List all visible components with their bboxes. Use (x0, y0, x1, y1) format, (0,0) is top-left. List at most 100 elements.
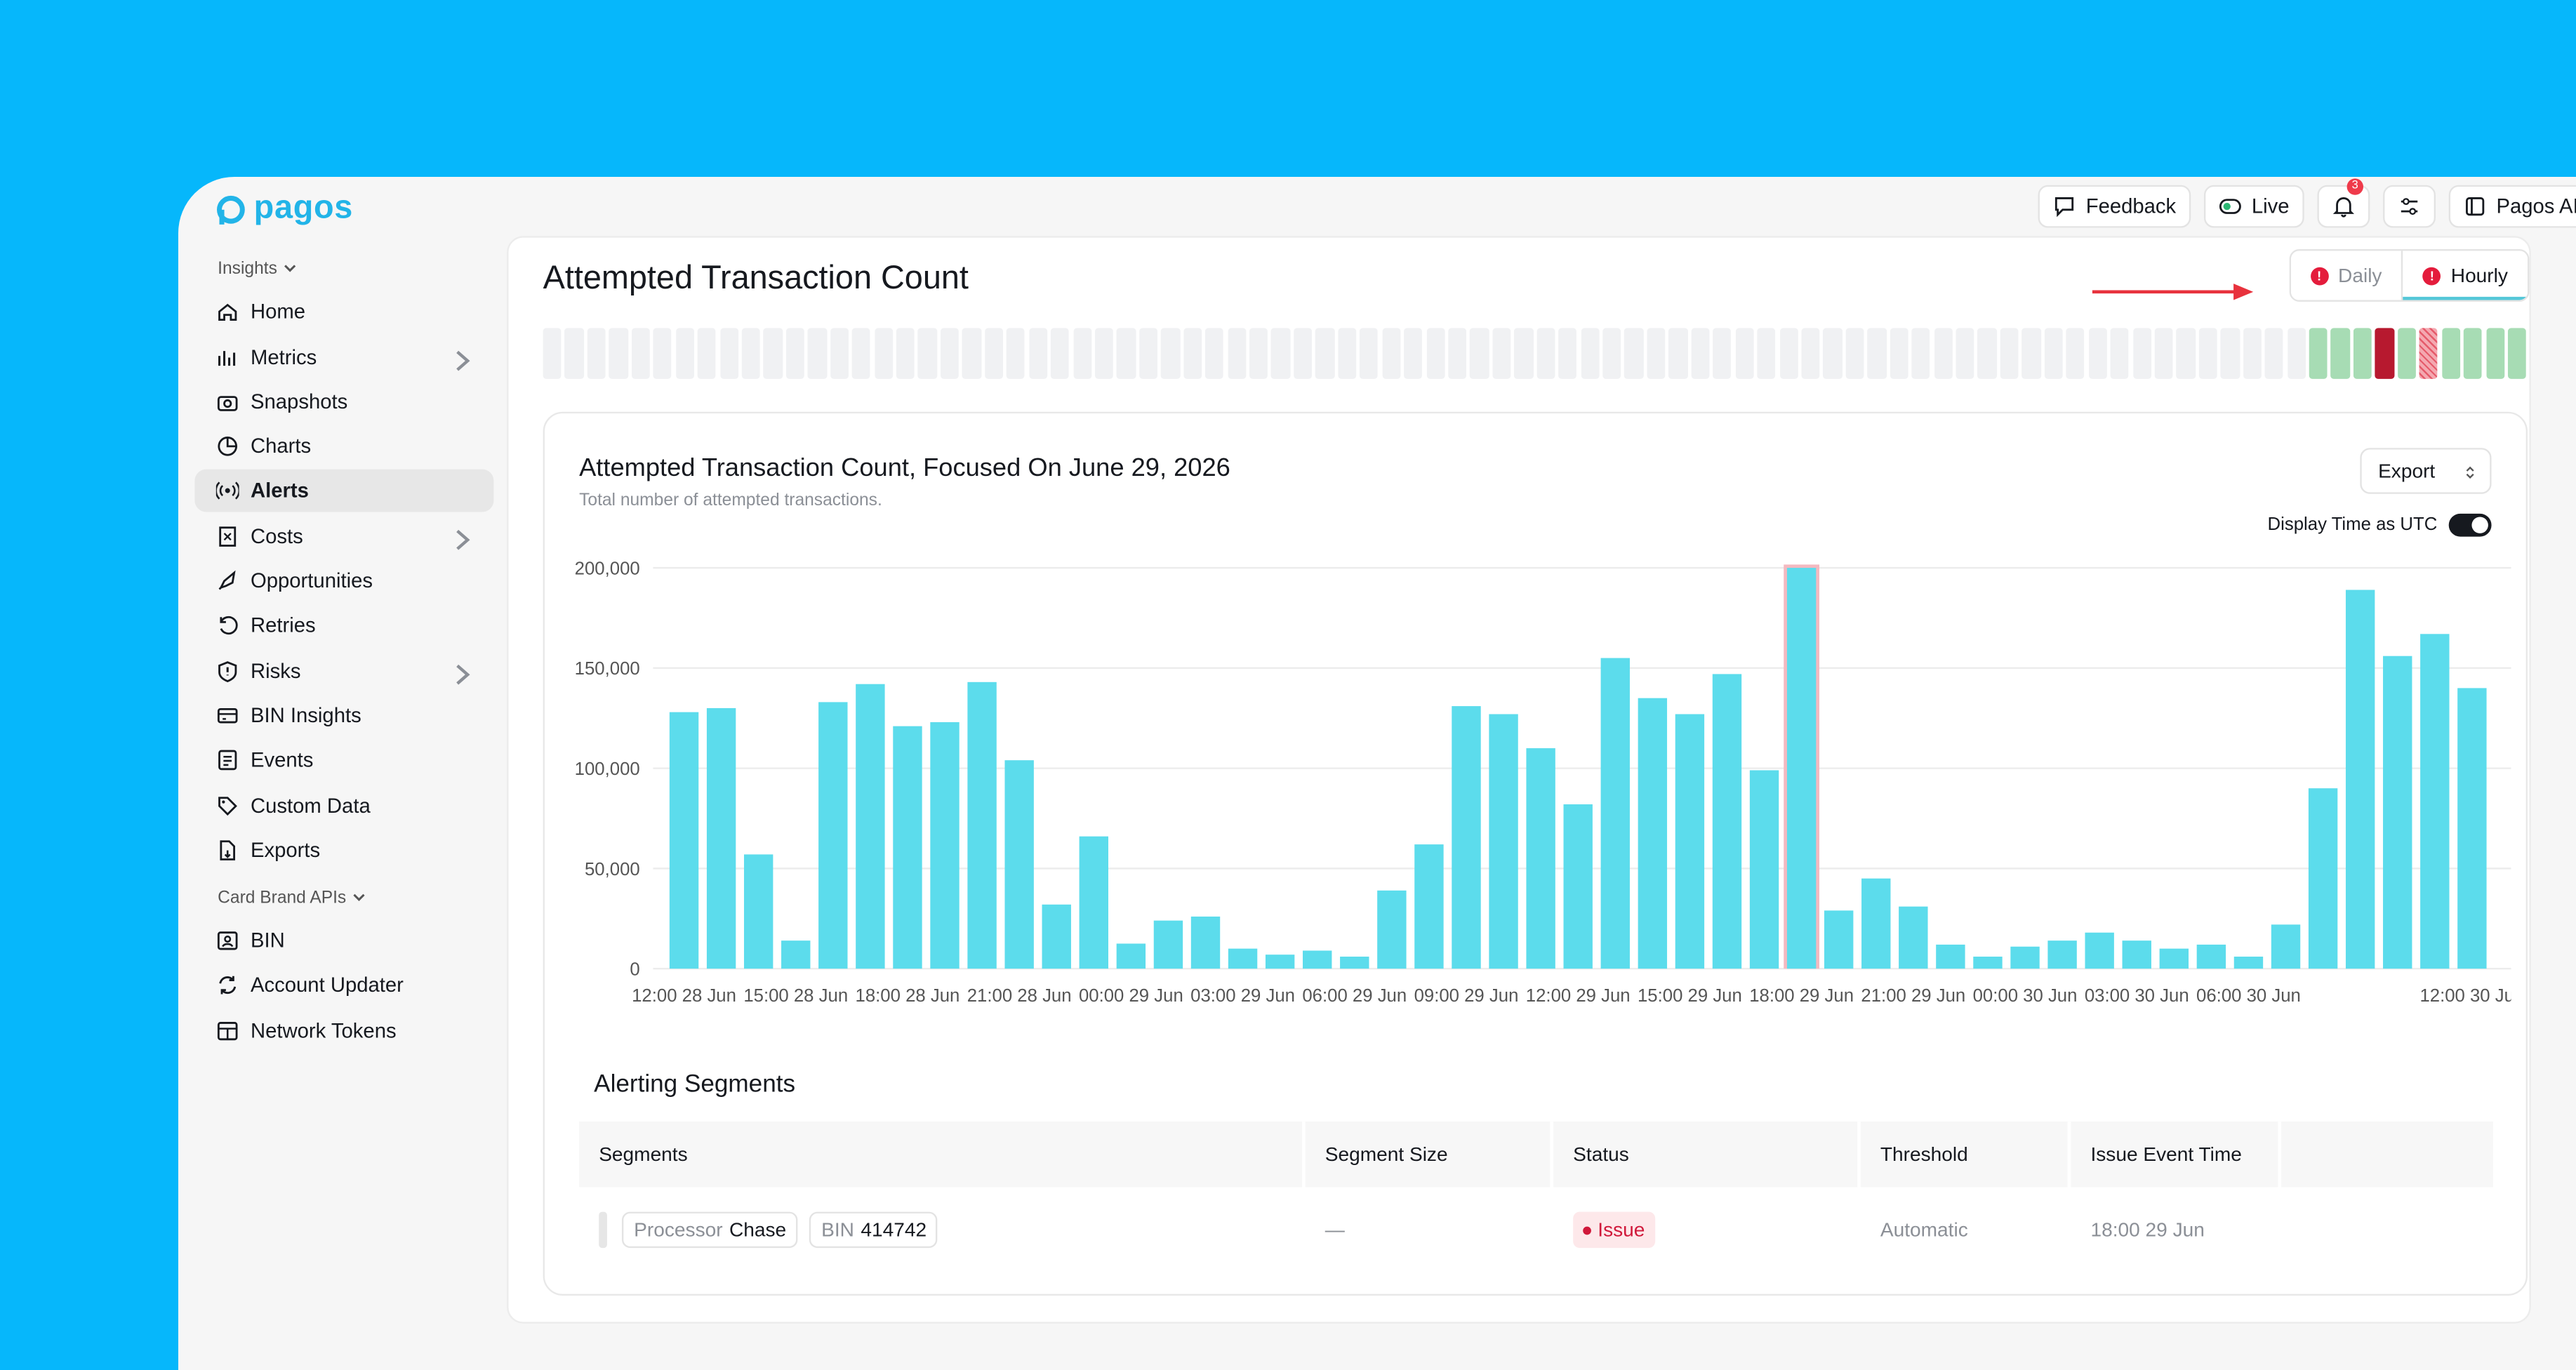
sidebar-item-risks[interactable]: Risks (194, 649, 493, 692)
timeline-cell[interactable] (1977, 328, 1997, 379)
chart-bar[interactable] (1116, 943, 1146, 969)
chart-bar[interactable] (2457, 688, 2487, 969)
timeline-cell[interactable] (2066, 328, 2085, 379)
chart-bar[interactable] (1563, 804, 1593, 969)
sidebar-item-snapshots[interactable]: Snapshots (194, 380, 493, 423)
timeline-cell[interactable] (1691, 328, 1710, 379)
timeline-cell[interactable] (2154, 328, 2173, 379)
timeline-cell[interactable] (1470, 328, 1489, 379)
chart-bar[interactable] (2308, 788, 2338, 969)
timeline-cell[interactable] (1668, 328, 1687, 379)
timeline-cell[interactable] (2000, 328, 2019, 379)
timeline-cell[interactable] (1271, 328, 1290, 379)
timeline-cell[interactable] (1205, 328, 1224, 379)
timeline-cell[interactable] (1735, 328, 1754, 379)
timeline-cell[interactable] (697, 328, 717, 379)
chart-bar[interactable] (1228, 948, 1258, 969)
timeline-cell[interactable] (785, 328, 804, 379)
chart-bar[interactable] (818, 702, 848, 969)
timeline-cell[interactable] (543, 328, 562, 379)
chart-bar[interactable] (967, 681, 997, 969)
timeline-cell[interactable] (1514, 328, 1533, 379)
timeline-cell[interactable] (1337, 328, 1357, 379)
sidebar-item-exports[interactable]: Exports (194, 829, 493, 872)
timeline-cell[interactable] (2507, 328, 2527, 379)
timeline-cell[interactable] (1448, 328, 1467, 379)
timeline-cell[interactable] (2331, 328, 2350, 379)
sidebar-item-metrics[interactable]: Metrics (194, 335, 493, 378)
timeline-cell[interactable] (1536, 328, 1555, 379)
chart-bar[interactable] (2196, 944, 2226, 969)
chart-bar[interactable] (2122, 940, 2151, 969)
timeline-cell[interactable] (851, 328, 871, 379)
chart-bar[interactable] (1340, 957, 1369, 969)
timeline-cell[interactable] (1051, 328, 1070, 379)
notifications-button[interactable]: 3 (2317, 178, 2370, 228)
timeline-cell[interactable] (2264, 328, 2284, 379)
filters-button[interactable] (2382, 185, 2436, 228)
timeline-cell[interactable] (2397, 328, 2416, 379)
timeline-cell[interactable] (1028, 328, 1047, 379)
timeline-cell[interactable] (1138, 328, 1158, 379)
timeline-cell[interactable] (1183, 328, 1202, 379)
timeline-cell[interactable] (1492, 328, 1511, 379)
timeline-cell[interactable] (874, 328, 893, 379)
timeline-cell[interactable] (1161, 328, 1180, 379)
timeline-cell[interactable] (653, 328, 672, 379)
chart-bar[interactable] (1452, 706, 1481, 969)
chart-bar[interactable] (1190, 916, 1221, 969)
chart-bar[interactable] (2159, 948, 2189, 969)
timeline-cell[interactable] (1249, 328, 1268, 379)
timeline-cell[interactable] (741, 328, 761, 379)
timeline-cell[interactable] (1801, 328, 1820, 379)
chart-bar[interactable] (1265, 955, 1295, 969)
timeline-cell[interactable] (2177, 328, 2196, 379)
chart-bar[interactable] (1824, 910, 1854, 969)
timeline-cell[interactable] (2044, 328, 2063, 379)
timeline-cell[interactable] (1779, 328, 1798, 379)
timeline-cell[interactable] (2463, 328, 2483, 379)
timeline-cell[interactable] (2441, 328, 2460, 379)
table-row[interactable]: Processor Chase BIN 414742 — Issue Autom… (579, 1187, 2493, 1272)
timeline-cell[interactable] (1602, 328, 1621, 379)
timeline-cell[interactable] (940, 328, 960, 379)
timeline-cell[interactable] (675, 328, 694, 379)
timeline-cell[interactable] (2220, 328, 2240, 379)
timeline-cell[interactable] (2243, 328, 2262, 379)
timeline-cell[interactable] (2110, 328, 2130, 379)
chart-bar[interactable] (1936, 944, 1965, 969)
timeline-cell[interactable] (1757, 328, 1776, 379)
chart-bar[interactable] (2010, 946, 2040, 969)
chart-bar[interactable] (1973, 957, 2003, 969)
sidebar-item-network-tokens[interactable]: Network Tokens (194, 1009, 493, 1052)
timeline-cell[interactable] (587, 328, 606, 379)
chart-bar[interactable] (1079, 836, 1108, 969)
chart-bar[interactable] (2233, 957, 2264, 969)
daily-option[interactable]: ! Daily (2290, 251, 2402, 300)
chart-bar[interactable] (893, 726, 922, 969)
feedback-button[interactable]: Feedback (2038, 185, 2191, 228)
sidebar-item-charts[interactable]: Charts (194, 425, 493, 468)
timeline-cell[interactable] (896, 328, 915, 379)
sidebar-item-events[interactable]: Events (194, 739, 493, 782)
timeline-cell[interactable] (2375, 328, 2394, 379)
timeline-cell[interactable] (984, 328, 1003, 379)
chart-bar[interactable] (1600, 658, 1630, 969)
chart-bar[interactable] (1526, 748, 1555, 969)
sidebar-item-bin-insights[interactable]: BIN Insights (194, 694, 493, 737)
timeline-cell[interactable] (2088, 328, 2107, 379)
timeline-cell[interactable] (1911, 328, 1930, 379)
timeline-cell[interactable] (2021, 328, 2041, 379)
chart-bar[interactable] (1861, 878, 1891, 969)
export-select[interactable]: Export (2360, 448, 2492, 494)
timeline-cell[interactable] (1315, 328, 1334, 379)
chart-bar[interactable] (1749, 770, 1779, 969)
chart-bar[interactable] (1675, 714, 1705, 969)
chart-bar[interactable] (706, 707, 736, 969)
insights-section-toggle[interactable]: Insights (194, 249, 493, 288)
chart-bar[interactable] (1377, 890, 1407, 969)
chart-bar[interactable] (669, 712, 699, 969)
sidebar-item-costs[interactable]: Costs (194, 515, 493, 558)
timeline-cell[interactable] (2309, 328, 2328, 379)
timeline-cell[interactable] (2287, 328, 2306, 379)
